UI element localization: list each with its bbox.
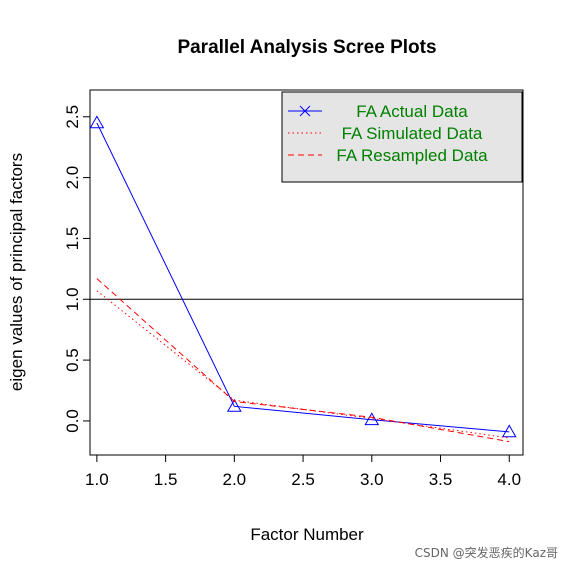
- chart-title: Parallel Analysis Scree Plots: [177, 37, 436, 58]
- x-axis-title: Factor Number: [250, 525, 364, 544]
- series-line-2: [96, 278, 510, 443]
- y-tick-label: 2.5: [63, 105, 82, 129]
- x-tick-label: 1.0: [85, 470, 109, 489]
- legend-label: FA Actual Data: [356, 102, 468, 121]
- plot-border: [89, 89, 524, 456]
- x-tick-label: 1.5: [154, 470, 178, 489]
- y-axis-title: eigen values of principal factors: [7, 153, 26, 391]
- legend-key-marker: [299, 105, 311, 117]
- x-axis: 1.0 1.5 2.0 2.5 3.0 3.5 4.0: [85, 455, 521, 489]
- plot-frame: [89, 89, 524, 456]
- series-layer: [89, 115, 517, 443]
- series-line-1: [96, 290, 510, 439]
- x-tick-label: 3.5: [429, 470, 453, 489]
- legend-label: FA Simulated Data: [342, 124, 483, 143]
- data-point-marker: [226, 398, 242, 412]
- x-tick-label: 2.5: [291, 470, 315, 489]
- data-point-marker: [501, 424, 517, 438]
- y-tick-label: 1.0: [63, 287, 82, 311]
- legend: FA Actual Data FA Simulated Data FA Resamp…: [281, 91, 523, 183]
- y-tick-label: 2.0: [63, 166, 82, 190]
- x-tick-label: 4.0: [497, 470, 521, 489]
- y-tick-label: 0.0: [63, 409, 82, 433]
- series-line-0: [96, 122, 510, 433]
- legend-label: FA Resampled Data: [336, 146, 488, 165]
- y-tick-label: 0.5: [63, 348, 82, 372]
- watermark: CSDN @突发恶疾的Kaz哥: [414, 546, 558, 560]
- y-axis: 0.0 0.5 1.0 1.5 2.0 2.5: [63, 105, 90, 433]
- legend-box: [281, 91, 523, 183]
- x-tick-label: 3.0: [360, 470, 384, 489]
- x-tick-label: 2.0: [223, 470, 247, 489]
- data-point-marker: [89, 115, 105, 129]
- data-point-marker: [364, 412, 380, 426]
- y-tick-label: 1.5: [63, 227, 82, 251]
